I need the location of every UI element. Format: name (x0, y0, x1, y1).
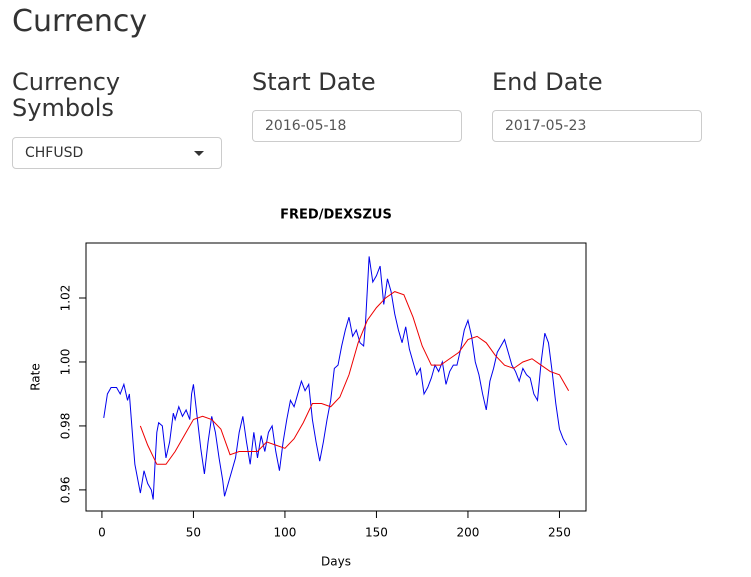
input-value: 2016-05-18 (265, 118, 347, 134)
input-label: End Date (492, 68, 603, 96)
input-label: Start Date (252, 68, 376, 96)
symbol-select[interactable]: CHFUSD (12, 137, 222, 169)
select-value: CHFUSD (25, 145, 84, 161)
input-value: 2017-05-23 (505, 118, 587, 134)
x-tick-label: 150 (365, 526, 388, 540)
caret (194, 151, 204, 156)
series-line (103, 256, 568, 500)
x-tick-label: 50 (186, 526, 201, 540)
plot-box (85, 242, 587, 512)
y-tick-label: 0.98 (59, 413, 73, 440)
y-axis-label: Rate (29, 363, 43, 391)
y-tick-label: 0.96 (59, 477, 73, 504)
chart: FRED/DEXSZUS Days Rate 0 50 100 150 200 250 0.… (29, 208, 587, 569)
x-tick-label: 0 (98, 526, 106, 540)
x-tick-label: 250 (548, 526, 571, 540)
chart-title: FRED/DEXSZUS (280, 208, 392, 223)
page-title: Currency (12, 4, 148, 39)
start-date-input[interactable]: 2016-05-18 (252, 110, 462, 142)
series-line (139, 291, 570, 465)
input-label: Currency Symbols (12, 68, 121, 122)
x-axis-label: Days (321, 555, 351, 569)
end-date-input[interactable]: 2017-05-23 (492, 110, 702, 142)
y-tick-label: 1.02 (59, 285, 73, 312)
y-tick-label: 1.00 (59, 349, 73, 376)
x-tick-label: 100 (273, 526, 296, 540)
x-tick-label: 200 (457, 526, 480, 540)
